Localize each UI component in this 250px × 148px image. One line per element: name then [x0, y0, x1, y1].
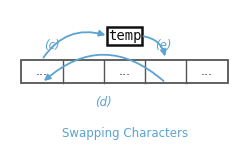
Bar — [21, 60, 228, 83]
Text: (c): (c) — [44, 39, 60, 52]
Text: (d): (d) — [96, 96, 112, 109]
Text: ...: ... — [36, 65, 48, 78]
Text: Swapping Characters: Swapping Characters — [62, 127, 188, 140]
Bar — [107, 27, 142, 45]
Text: temp: temp — [108, 29, 141, 43]
Text: ...: ... — [201, 65, 213, 78]
Text: (e): (e) — [155, 39, 172, 52]
Text: ...: ... — [118, 65, 130, 78]
